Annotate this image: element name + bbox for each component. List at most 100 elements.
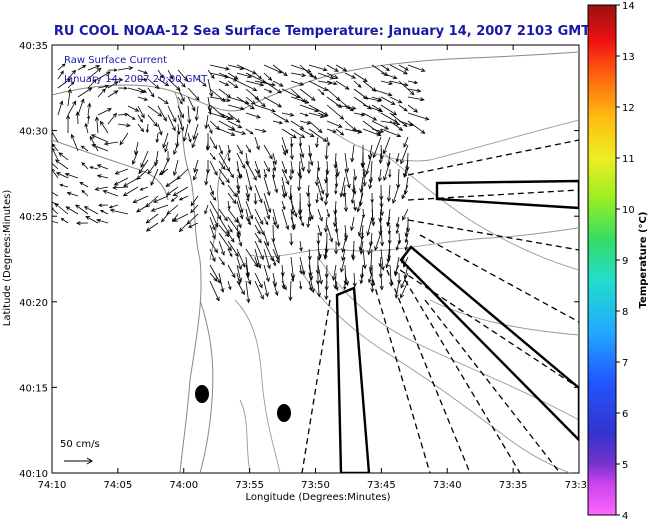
current-vector — [84, 122, 89, 134]
current-vector — [326, 80, 338, 85]
current-vector — [245, 168, 253, 192]
current-vector — [290, 96, 310, 104]
x-tick-label: 73:30 — [565, 480, 594, 491]
current-vector — [353, 200, 357, 212]
current-vector — [96, 164, 109, 170]
current-vector — [177, 114, 184, 132]
current-vector — [395, 216, 400, 228]
current-vector — [52, 207, 59, 215]
current-vector — [254, 80, 276, 87]
current-vector — [343, 280, 347, 291]
current-vector — [236, 96, 255, 110]
current-vector — [326, 128, 337, 133]
colorbar — [587, 4, 617, 516]
current-vector — [57, 78, 72, 89]
current-vector — [209, 280, 220, 302]
current-vector — [205, 141, 210, 151]
current-vector — [299, 128, 315, 137]
current-vector — [67, 88, 72, 107]
current-vector — [343, 232, 348, 243]
current-vector — [308, 280, 313, 292]
current-vector — [263, 216, 269, 226]
current-vector — [254, 72, 262, 80]
current-vector — [254, 168, 261, 179]
current-vector — [66, 114, 71, 134]
current-vector — [218, 216, 230, 235]
current-vector — [308, 120, 323, 134]
current-vector — [227, 80, 239, 89]
current-vector — [218, 80, 230, 86]
current-vector — [263, 280, 269, 298]
current-vector — [314, 168, 320, 187]
current-vector — [359, 272, 364, 285]
current-vector — [254, 256, 259, 268]
current-vector — [209, 184, 215, 196]
current-vector — [297, 176, 302, 192]
current-vector — [209, 136, 217, 150]
current-vector — [227, 200, 231, 210]
current-vector — [158, 168, 169, 176]
current-vector — [139, 186, 149, 191]
current-vector — [367, 240, 373, 256]
current-vector — [272, 160, 277, 172]
current-vector — [377, 168, 382, 183]
current-vector — [52, 162, 59, 170]
current-vector — [254, 136, 260, 151]
current-vector — [380, 104, 398, 116]
current-vector — [281, 168, 290, 186]
current-vector — [190, 195, 199, 207]
current-vector — [387, 224, 392, 235]
current-vector — [137, 69, 149, 75]
current-vector — [157, 78, 170, 87]
current-vector — [281, 128, 297, 139]
current-vector — [218, 256, 225, 266]
current-vector — [290, 120, 305, 130]
current-vector — [218, 128, 236, 136]
scale-arrow — [64, 457, 93, 465]
current-vector — [315, 192, 319, 204]
current-vector — [54, 159, 69, 170]
current-vector — [334, 184, 338, 195]
current-vector — [263, 248, 271, 270]
current-vector — [371, 88, 393, 97]
current-vector — [353, 112, 366, 117]
current-vector — [173, 141, 179, 156]
current-vector — [193, 168, 199, 181]
current-vector — [59, 183, 69, 188]
current-vector — [138, 159, 149, 175]
current-vector — [218, 120, 236, 131]
y-tick-label: 40:10 — [19, 469, 48, 480]
current-vector — [187, 132, 192, 143]
current-vector — [107, 81, 119, 89]
current-vector — [57, 70, 64, 80]
current-vector — [263, 232, 270, 247]
current-vector — [176, 123, 181, 136]
current-vector — [398, 80, 415, 96]
current-vector — [227, 128, 247, 135]
current-vector — [281, 176, 288, 198]
current-vector — [145, 123, 150, 134]
current-vector — [404, 232, 409, 244]
current-vector — [254, 272, 263, 289]
current-vector — [209, 264, 221, 284]
current-vector — [334, 240, 339, 255]
current-vector — [263, 264, 270, 283]
current-vector — [77, 98, 85, 116]
current-vector — [272, 64, 288, 77]
current-vector — [136, 168, 149, 180]
current-vector — [371, 128, 385, 134]
current-vector — [317, 224, 323, 237]
current-vector — [272, 112, 290, 123]
current-vector — [398, 104, 408, 112]
current-vector — [218, 208, 228, 222]
colorbar-tick-label: 11 — [622, 154, 635, 165]
current-vector — [140, 150, 149, 168]
current-vector — [407, 80, 419, 85]
current-vector — [177, 69, 189, 82]
current-vector — [359, 240, 364, 255]
current-vector — [263, 176, 271, 197]
current-vector — [204, 114, 209, 130]
current-vector — [308, 72, 318, 80]
colorbar-tick-label: 7 — [622, 358, 628, 369]
current-vector — [209, 64, 230, 71]
